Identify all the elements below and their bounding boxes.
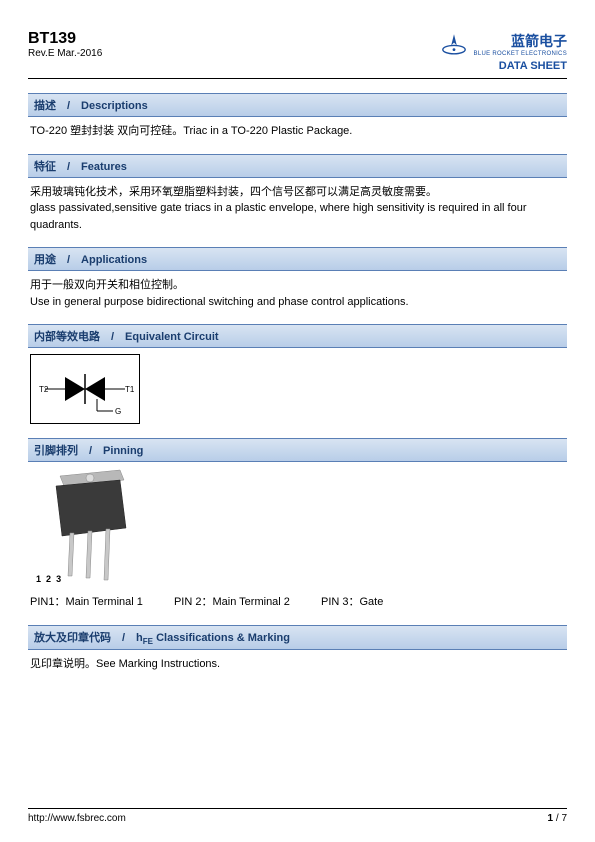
section-body-descriptions: TO-220 塑封封装 双向可控硅。Triac in a TO-220 Plas… (28, 123, 567, 140)
section-heading-pinning: 引脚排列 / Pinning (28, 438, 567, 462)
terminal-g-label: G (115, 407, 121, 416)
pin-3-number: 3 (56, 574, 61, 584)
brand-text: 蓝箭电子 BLUE ROCKET ELECTRONICS (474, 31, 567, 57)
pin-2-number: 2 (46, 574, 51, 584)
pin-1-number: 1 (36, 574, 41, 584)
rocket-logo-icon (440, 30, 468, 58)
equivalent-circuit-diagram: T2 T1 G (30, 354, 140, 424)
brand-name-cn: 蓝箭电子 (474, 31, 567, 51)
pin-number-labels: 1 2 3 (36, 573, 61, 587)
marking-heading-suffix: Classifications & Marking (153, 632, 290, 644)
applications-cn: 用于一般双向开关和相位控制。 (30, 277, 565, 294)
features-cn: 采用玻璃钝化技术，采用环氧塑脂塑料封装，四个信号区都可以满足高灵敏度需要。 (30, 184, 565, 201)
triac-symbol-icon: T2 T1 G (35, 359, 135, 419)
pin-descriptions: PIN1：Main Terminal 1 PIN 2：Main Terminal… (30, 594, 565, 611)
section-heading-descriptions: 描述 / Descriptions (28, 93, 567, 117)
marking-heading-sub: FE (143, 637, 153, 646)
page-total: 7 (561, 813, 567, 824)
page-header: BT139 Rev.E Mar.-2016 蓝箭电子 BLUE ROCKET E… (28, 30, 567, 79)
brand-name-en: BLUE ROCKET ELECTRONICS (474, 51, 567, 57)
applications-en: Use in general purpose bidirectional swi… (30, 294, 565, 311)
section-body-pinning: 1 2 3 PIN1：Main Terminal 1 PIN 2：Main Te… (28, 468, 567, 611)
terminal-t1-label: T1 (125, 385, 135, 394)
datasheet-label: DATA SHEET (440, 60, 567, 72)
header-left: BT139 Rev.E Mar.-2016 (28, 30, 102, 59)
section-body-equivalent-circuit: T2 T1 G (28, 354, 567, 424)
page-footer: http://www.fsbrec.com 1 / 7 (28, 808, 567, 824)
section-heading-applications: 用途 / Applications (28, 247, 567, 271)
section-body-marking: 见印章说明。See Marking Instructions. (28, 656, 567, 673)
to220-package-icon (30, 468, 150, 588)
pin-3-desc: PIN 3：Gate (321, 596, 383, 608)
header-right: 蓝箭电子 BLUE ROCKET ELECTRONICS DATA SHEET (440, 30, 567, 72)
section-heading-equivalent-circuit: 内部等效电路 / Equivalent Circuit (28, 324, 567, 348)
package-drawing: 1 2 3 (30, 468, 150, 588)
section-heading-features: 特征 / Features (28, 154, 567, 178)
section-body-features: 采用玻璃钝化技术，采用环氧塑脂塑料封装，四个信号区都可以满足高灵敏度需要。 gl… (28, 184, 567, 234)
features-en: glass passivated,sensitive gate triacs i… (30, 200, 565, 233)
section-body-applications: 用于一般双向开关和相位控制。 Use in general purpose bi… (28, 277, 567, 310)
footer-url: http://www.fsbrec.com (28, 813, 126, 824)
pin-2-desc: PIN 2：Main Terminal 2 (174, 596, 290, 608)
page-number: 1 / 7 (548, 813, 567, 824)
marking-heading-prefix: 放大及印章代码 / h (34, 632, 143, 644)
pin-1-desc: PIN1：Main Terminal 1 (30, 596, 143, 608)
section-heading-marking: 放大及印章代码 / hFE Classifications & Marking (28, 625, 567, 650)
revision: Rev.E Mar.-2016 (28, 48, 102, 59)
brand-logo-block: 蓝箭电子 BLUE ROCKET ELECTRONICS (440, 30, 567, 58)
terminal-t2-label: T2 (39, 385, 49, 394)
part-number: BT139 (28, 30, 102, 48)
